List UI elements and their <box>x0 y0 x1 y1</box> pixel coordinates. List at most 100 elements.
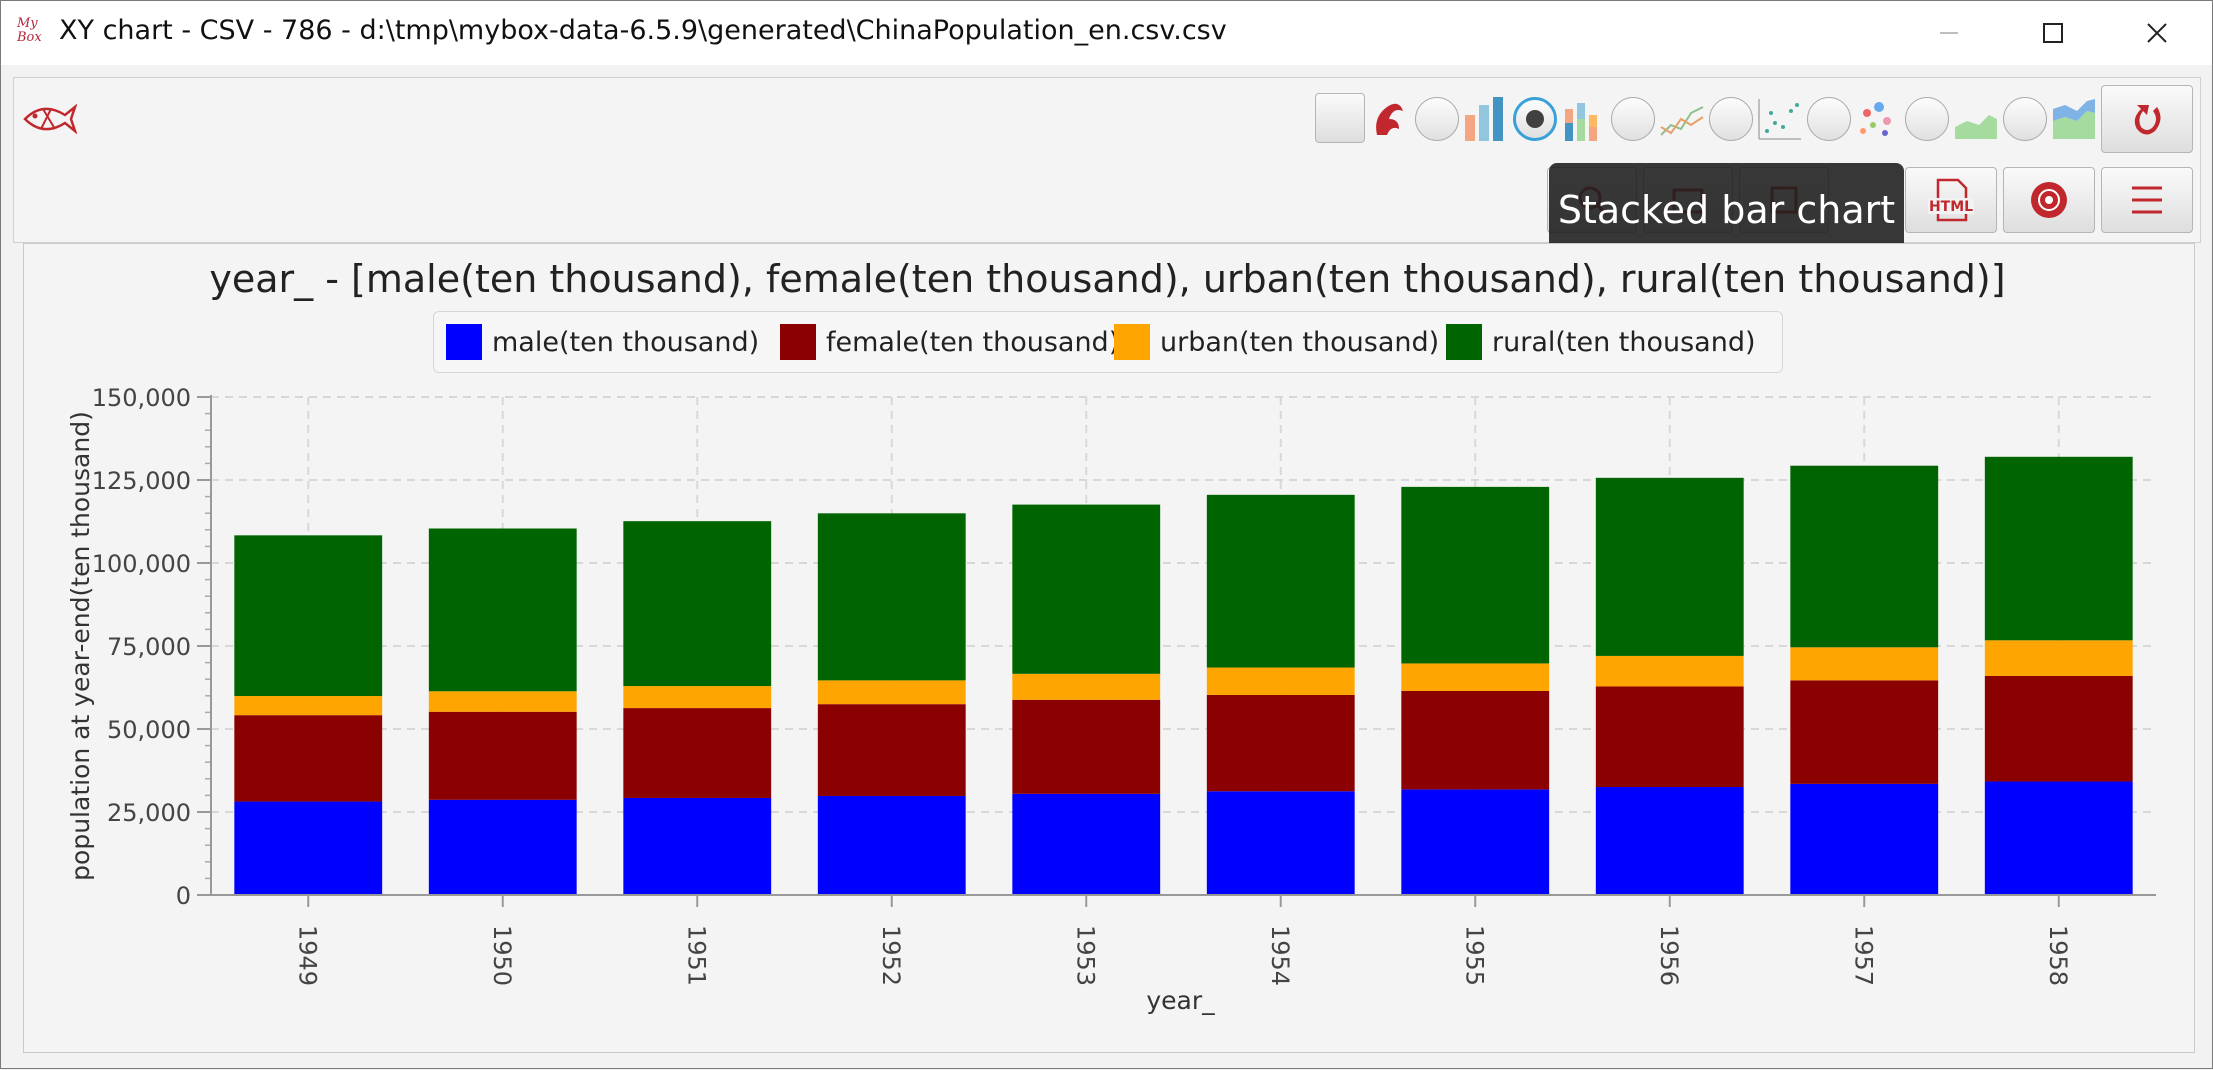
x-tick-label: 1953 <box>1071 925 1099 986</box>
y-tick-label: 100,000 <box>92 550 191 578</box>
select-all-checkbox[interactable] <box>1315 93 1365 143</box>
bar-segment <box>1012 504 1161 674</box>
legend-swatch-urban <box>1114 324 1150 360</box>
bar-segment <box>1401 663 1550 691</box>
bar-segment <box>1012 673 1161 700</box>
maximize-button[interactable] <box>2023 11 2083 55</box>
html-file-icon: HTML <box>1928 178 1974 222</box>
style-button[interactable] <box>2003 167 2095 233</box>
radio-stacked-area-chart[interactable] <box>2003 97 2047 141</box>
bar-segment <box>1790 647 1939 681</box>
stacked-bar-chart-icon <box>1565 103 1597 141</box>
bar-segment <box>817 680 966 705</box>
legend-item-rural[interactable]: rural(ten thousand) <box>1446 324 1756 360</box>
line-chart-icon <box>1660 106 1704 136</box>
area-chart-icon <box>1955 115 1997 139</box>
radio-stacked-bar-chart[interactable] <box>1513 97 1557 141</box>
bar-segment <box>1984 640 2133 676</box>
mybox-fish-icon <box>23 103 77 135</box>
bar-segment <box>817 704 966 796</box>
maximize-icon <box>2043 23 2063 43</box>
bar-segment <box>1401 690 1550 790</box>
bar-segment <box>1206 694 1355 792</box>
minimize-button[interactable] <box>1919 11 1979 55</box>
bar-segment <box>623 686 772 709</box>
chart-legend: male(ten thousand) female(ten thousand) … <box>433 311 1783 373</box>
bar-segment <box>1984 781 2133 895</box>
bar-segment <box>234 715 383 802</box>
bar-segment <box>234 696 383 716</box>
legend-swatch-male <box>446 324 482 360</box>
bar-segment <box>1790 680 1939 784</box>
y-tick-label: 25,000 <box>107 799 191 827</box>
x-tick-label: 1956 <box>1655 925 1683 986</box>
app-logo-text: My Box <box>17 16 42 45</box>
bar-segment <box>234 801 383 895</box>
bar-segment <box>1012 699 1161 794</box>
legend-label-male: male(ten thousand) <box>492 326 760 358</box>
bar-segment <box>1206 494 1355 668</box>
bar-segment <box>428 799 577 895</box>
stacked-area-chart-icon <box>2053 99 2095 139</box>
y-tick-label: 150,000 <box>92 384 191 412</box>
bar-segment <box>1206 791 1355 895</box>
legend-label-rural: rural(ten thousand) <box>1492 326 1756 358</box>
legend-label-female: female(ten thousand) <box>826 326 1120 358</box>
y-tick-label: 125,000 <box>92 467 191 495</box>
radio-area-chart[interactable] <box>1905 97 1949 141</box>
bar-segment <box>1790 465 1939 648</box>
bar-segment <box>1595 655 1744 687</box>
bar-segment <box>1790 783 1939 895</box>
close-icon <box>2147 23 2167 43</box>
bar-chart-icon <box>1465 97 1503 141</box>
window-title: XY chart - CSV - 786 - d:\tmp\mybox-data… <box>59 15 1227 46</box>
bar-segment <box>817 513 966 681</box>
menu-icon <box>2132 186 2162 214</box>
legend-item-female[interactable]: female(ten thousand) <box>780 324 1119 360</box>
x-tick-label: 1958 <box>2044 925 2072 986</box>
legend-item-male[interactable]: male(ten thousand) <box>446 324 759 360</box>
dragon-icon <box>1376 103 1403 135</box>
bar-segment <box>1012 793 1161 895</box>
radio-bubble-chart[interactable] <box>1807 97 1851 141</box>
minimize-icon <box>1940 32 1958 34</box>
refresh-icon <box>2134 105 2161 135</box>
legend-item-urban[interactable]: urban(ten thousand) <box>1114 324 1439 360</box>
radio-scatter-chart[interactable] <box>1709 97 1753 141</box>
bar-segment <box>1595 477 1744 656</box>
x-tick-label: 1952 <box>877 925 905 986</box>
refresh-button[interactable] <box>2101 85 2193 153</box>
legend-label-urban: urban(ten thousand) <box>1160 326 1440 358</box>
legend-swatch-female <box>780 324 816 360</box>
menu-button[interactable] <box>2101 167 2193 233</box>
close-button[interactable] <box>2127 11 2187 55</box>
x-axis-title: year_ <box>1146 986 1215 1015</box>
bar-segment <box>1206 667 1355 695</box>
stacked-bar-chart-tooltip: Stacked bar chart <box>1549 163 1904 257</box>
html-button[interactable]: HTML <box>1905 167 1997 233</box>
peony-icon <box>2031 182 2067 218</box>
bar-segment <box>623 521 772 687</box>
bar-segment <box>1984 456 2133 641</box>
y-tick-label: 0 <box>176 882 191 910</box>
legend-swatch-rural <box>1446 324 1482 360</box>
title-bar[interactable]: My Box XY chart - CSV - 786 - d:\tmp\myb… <box>1 1 2212 65</box>
x-tick-label: 1950 <box>488 925 516 986</box>
scatter-chart-icon <box>1758 99 1801 140</box>
x-tick-label: 1954 <box>1266 925 1294 986</box>
radio-bar-chart[interactable] <box>1415 97 1459 141</box>
y-axis-title: population at year-end(ten thousand) <box>66 411 95 881</box>
radio-line-chart[interactable] <box>1611 97 1655 141</box>
x-tick-label: 1955 <box>1460 925 1488 986</box>
bar-segment <box>1401 486 1550 664</box>
bar-segment <box>428 691 577 712</box>
bar-segment <box>623 708 772 798</box>
bar-segment <box>428 528 577 692</box>
bar-segment <box>1401 789 1550 895</box>
bar-segment <box>428 711 577 800</box>
chart-title: year_ - [male(ten thousand), female(ten … <box>209 257 2006 301</box>
bar-segment <box>1595 686 1744 787</box>
bar-segment <box>623 797 772 895</box>
